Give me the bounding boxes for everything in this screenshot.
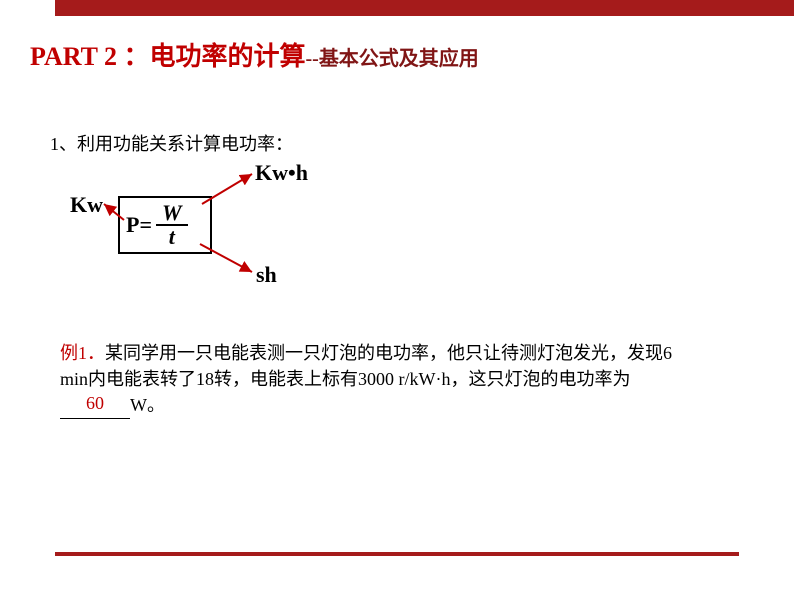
section-subheading: 1、利用功能关系计算电功率： [50, 130, 293, 156]
example-block: 例1．某同学用一只电能表测一只灯泡的电功率，他只让待测灯泡发光，发现6 min内… [60, 340, 680, 419]
formula-numerator: W [156, 202, 188, 226]
arrow-to-kwh [198, 168, 258, 208]
answer-blank: 60 [60, 392, 130, 419]
title-subtitle: 基本公式及其应用 [319, 42, 479, 71]
example-label: 例1． [60, 343, 105, 363]
formula-equals: = [139, 212, 152, 238]
formula-p: P [126, 212, 139, 238]
answer-value: 60 [86, 393, 104, 413]
arrow-to-kw [100, 200, 128, 224]
title-part-label: PART 2 ： [30, 36, 149, 73]
unit-label-kwh: Kw•h [255, 160, 308, 186]
title-dash: -- [305, 48, 318, 71]
formula-fraction: W t [156, 202, 188, 248]
arrow-to-sh [198, 242, 258, 278]
bottom-accent-bar [55, 552, 739, 556]
page-title: PART 2 ： 电功率的计算 -- 基本公式及其应用 [30, 36, 479, 73]
title-topic: 电功率的计算 [149, 36, 305, 73]
formula-diagram: Kw Kw•h sh P= W t [70, 160, 330, 300]
formula-denominator: t [163, 226, 181, 248]
top-accent-bar [55, 0, 794, 16]
unit-label-kw: Kw [70, 192, 103, 218]
unit-label-sh: sh [256, 262, 277, 288]
example-text-after: W。 [130, 395, 165, 415]
example-text-before: 某同学用一只电能表测一只灯泡的电功率，他只让待测灯泡发光，发现6 min内电能表… [60, 343, 672, 389]
